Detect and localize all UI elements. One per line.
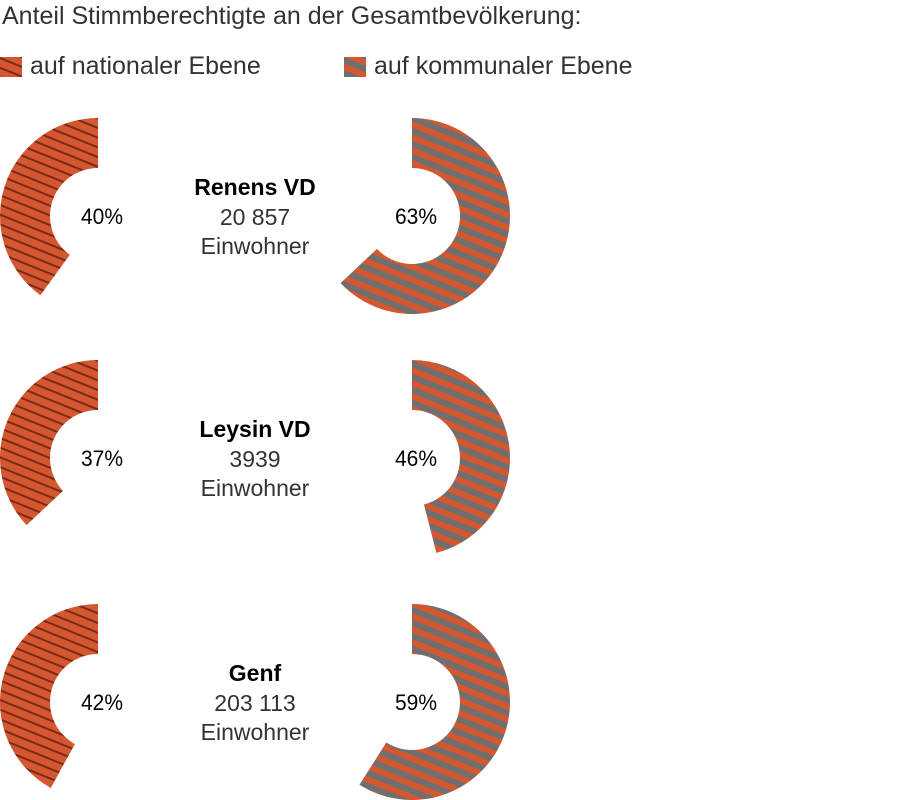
donut-national-slice bbox=[0, 118, 98, 296]
legend-item-communal: auf kommunaler Ebene bbox=[344, 52, 632, 81]
city-name: Renens VD bbox=[194, 174, 315, 200]
legend-item-national: auf nationaler Ebene bbox=[0, 52, 261, 81]
legend-label-communal: auf kommunaler Ebene bbox=[374, 52, 633, 80]
chart-title: Anteil Stimmberechtigte an der Gesamtbev… bbox=[2, 2, 582, 30]
population-value: 20 857 bbox=[220, 204, 290, 230]
communal-percent-label: 59% bbox=[395, 690, 437, 715]
population-unit: Einwohner bbox=[201, 475, 310, 501]
donut-national-slice bbox=[0, 360, 98, 526]
donut-communal-slice bbox=[340, 118, 511, 314]
city-name: Leysin VD bbox=[199, 416, 310, 442]
population-unit: Einwohner bbox=[201, 719, 310, 745]
population-value: 203 113 bbox=[214, 690, 295, 716]
national-percent-label: 40% bbox=[81, 204, 123, 229]
donut-national-slice bbox=[0, 604, 99, 788]
population-unit: Einwohner bbox=[201, 233, 310, 259]
legend-swatch-national bbox=[0, 56, 22, 77]
communal-percent-label: 63% bbox=[395, 204, 437, 229]
legend-label-national: auf nationaler Ebene bbox=[30, 52, 261, 80]
population-value: 3939 bbox=[229, 446, 280, 472]
city-name: Genf bbox=[229, 660, 282, 686]
donut-communal-slice bbox=[412, 360, 510, 553]
donut-communal-slice bbox=[359, 604, 510, 800]
communal-percent-label: 46% bbox=[395, 446, 437, 471]
national-percent-label: 42% bbox=[81, 690, 123, 715]
legend-swatch-communal bbox=[344, 56, 366, 77]
national-percent-label: 37% bbox=[81, 446, 123, 471]
